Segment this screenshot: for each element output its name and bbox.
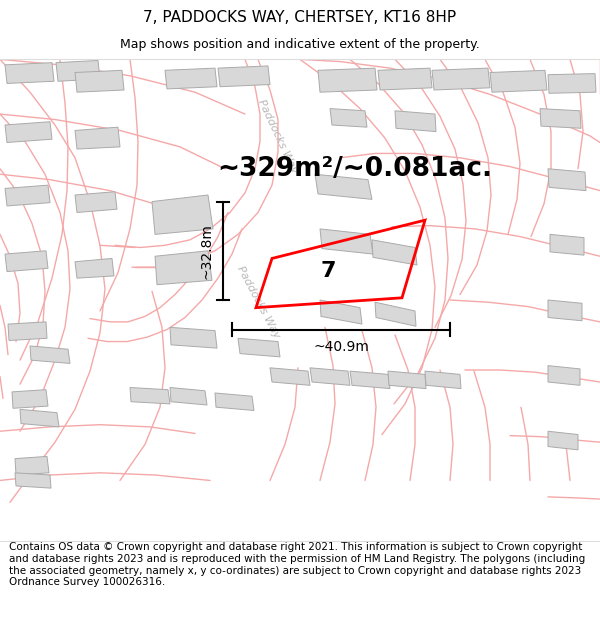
Polygon shape [170,328,217,348]
Polygon shape [320,229,373,254]
Text: ~329m²/~0.081ac.: ~329m²/~0.081ac. [217,156,493,182]
Polygon shape [75,259,114,278]
Polygon shape [15,472,51,488]
Polygon shape [5,122,52,142]
Polygon shape [75,70,124,92]
Polygon shape [56,61,100,81]
Polygon shape [238,338,280,357]
Polygon shape [318,68,377,92]
Text: 7, PADDOCKS WAY, CHERTSEY, KT16 8HP: 7, PADDOCKS WAY, CHERTSEY, KT16 8HP [143,10,457,25]
Text: ~40.9m: ~40.9m [313,341,369,354]
Polygon shape [548,74,596,93]
Text: Contains OS data © Crown copyright and database right 2021. This information is : Contains OS data © Crown copyright and d… [9,542,585,588]
Polygon shape [218,66,270,87]
Polygon shape [270,368,310,385]
Text: 7: 7 [321,261,337,281]
Polygon shape [550,234,584,255]
Polygon shape [432,68,490,90]
Polygon shape [388,371,426,389]
Polygon shape [425,371,461,389]
Polygon shape [215,393,254,411]
Polygon shape [165,68,217,89]
Polygon shape [155,251,212,285]
Polygon shape [490,70,547,92]
Polygon shape [320,300,362,324]
Polygon shape [170,388,207,405]
Polygon shape [75,192,117,213]
Polygon shape [30,346,70,363]
Text: Paddocks Way: Paddocks Way [256,98,299,174]
Polygon shape [378,68,432,90]
Polygon shape [548,169,586,191]
Polygon shape [372,240,417,265]
Polygon shape [330,109,367,127]
Text: Map shows position and indicative extent of the property.: Map shows position and indicative extent… [120,38,480,51]
Polygon shape [548,366,580,385]
Polygon shape [75,127,120,149]
Polygon shape [152,195,213,234]
Polygon shape [540,109,581,128]
Polygon shape [130,388,170,404]
Polygon shape [5,251,48,271]
Text: ~32.8m: ~32.8m [199,223,213,279]
Polygon shape [15,456,49,475]
Polygon shape [395,111,436,131]
Polygon shape [315,174,372,199]
Polygon shape [375,302,416,326]
Polygon shape [548,431,578,450]
Polygon shape [548,300,582,321]
Polygon shape [310,368,350,385]
Polygon shape [12,390,48,408]
Polygon shape [5,62,54,83]
Polygon shape [8,322,47,341]
Text: Paddocks Way: Paddocks Way [235,264,281,340]
Polygon shape [350,371,390,389]
Polygon shape [5,185,50,206]
Polygon shape [20,409,59,427]
